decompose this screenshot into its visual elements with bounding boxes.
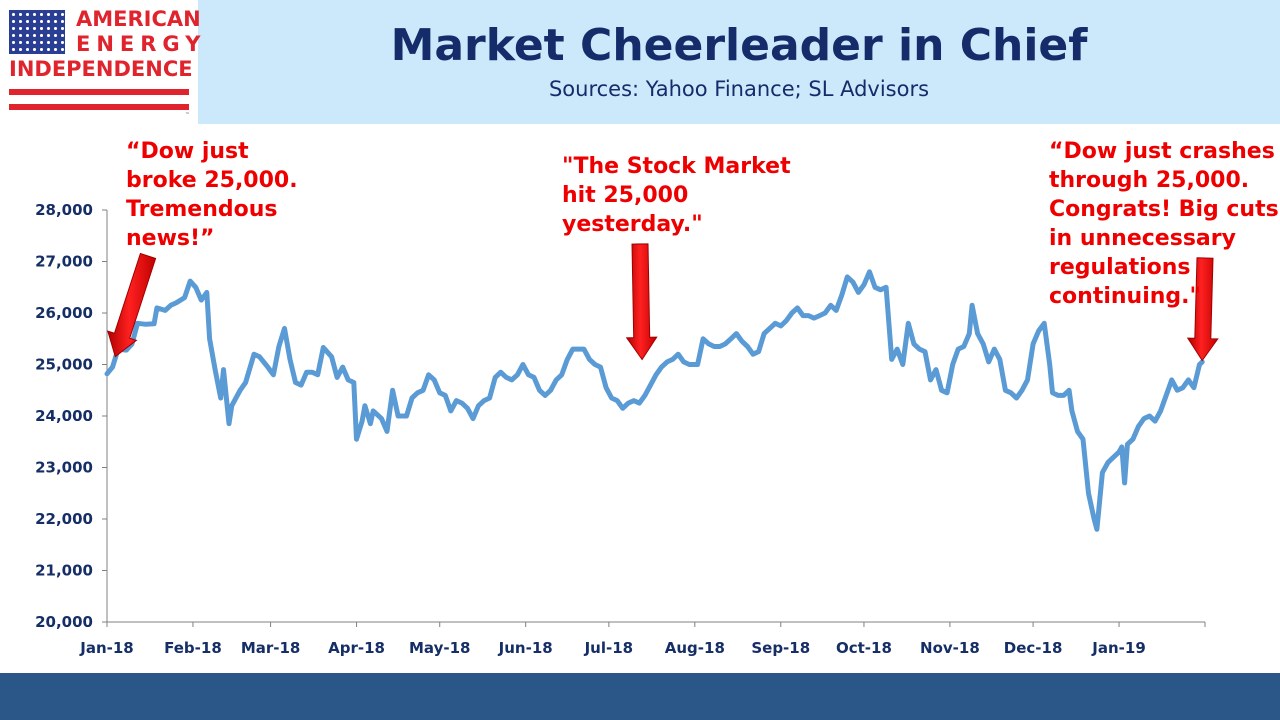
annotation-text: "The Stock Market hit 25,000 yesterday." [562,152,791,239]
x-tick-label: Feb-18 [164,639,222,657]
x-tick-label: Jun-18 [498,639,553,657]
annotation-line: through 25,000. [1049,168,1250,193]
logo-trademark: ™ [185,112,190,118]
x-tick-label: Sep-18 [751,639,810,657]
annotation-line: "The Stock Market [562,154,791,179]
y-tick-label: 25,000 [35,356,93,374]
dow-line-chart: 20,000 21,000 22,000 23,000 24,000 25,000 26,0… [35,201,1219,657]
x-tick-label: Aug-18 [665,639,725,657]
y-tick-label: 22,000 [35,510,93,528]
annotation-text: “Dow just crashes through 25,000. Congrats… [1049,137,1279,311]
annotation-arrow [625,243,658,361]
annotation-line: continuing." [1049,284,1201,309]
annotation-line: “Dow just [126,139,249,164]
annotation-line: yesterday." [562,212,703,237]
x-tick-label: Apr-18 [328,639,385,657]
logo-line-1: AMERICAN [76,7,201,31]
annotation-line: Tremendous [126,197,278,222]
annotation-line: hit 25,000 [562,183,689,208]
logo-stripe [9,104,189,110]
annotation-line: Congrats! Big cuts [1049,197,1279,222]
x-tick-label: Oct-18 [836,639,892,657]
annotation-arrow [107,252,157,358]
x-tick-label: Jan-19 [1091,639,1145,657]
annotation-arrow [1186,257,1219,362]
chart-ticks: 20,000 21,000 22,000 23,000 24,000 25,000 26,0… [35,201,1206,657]
dow-series-line [104,269,1205,532]
annotation-arrows [107,243,1219,362]
annotation-line: news!” [126,226,215,251]
y-tick-label: 24,000 [35,407,93,425]
footer-bar [0,673,1280,720]
x-tick-label: Dec-18 [1004,639,1063,657]
x-tick-label: Mar-18 [241,639,301,657]
annotation-text: “Dow just broke 25,000. Tremendous news!” [126,137,298,253]
x-tick-label: Nov-18 [920,639,980,657]
annotation-line: in unnecessary [1049,226,1236,251]
page-subtitle: Sources: Yahoo Finance; SL Advisors [548,77,930,101]
x-tick-label: May-18 [409,639,470,657]
page-title: Market Cheerleader in Chief [390,20,1088,71]
logo-line-2: ENERGY [76,32,207,56]
y-tick-label: 20,000 [35,613,93,631]
logo-line-3: INDEPENDENCE [9,57,193,81]
y-tick-label: 21,000 [35,562,93,580]
x-tick-label: Jul-18 [584,639,634,657]
y-tick-label: 26,000 [35,304,93,322]
annotation-line: broke 25,000. [126,168,298,193]
annotation-line: regulations [1049,255,1191,280]
x-tick-label: Jan-18 [79,639,133,657]
logo-stripe [9,89,189,95]
chart-axes [106,210,1205,623]
annotation-line: “Dow just crashes [1049,139,1275,164]
american-energy-independence-logo: AMERICAN ENERGY INDEPENDENCE ™ [0,0,201,124]
y-tick-label: 27,000 [35,253,93,271]
chart-series [104,269,1205,532]
y-tick-label: 28,000 [35,201,93,219]
us-flag-icon [9,10,65,54]
y-tick-label: 23,000 [35,459,93,477]
header-banner: AMERICAN ENERGY INDEPENDENCE ™ Market Ch… [0,0,1280,124]
